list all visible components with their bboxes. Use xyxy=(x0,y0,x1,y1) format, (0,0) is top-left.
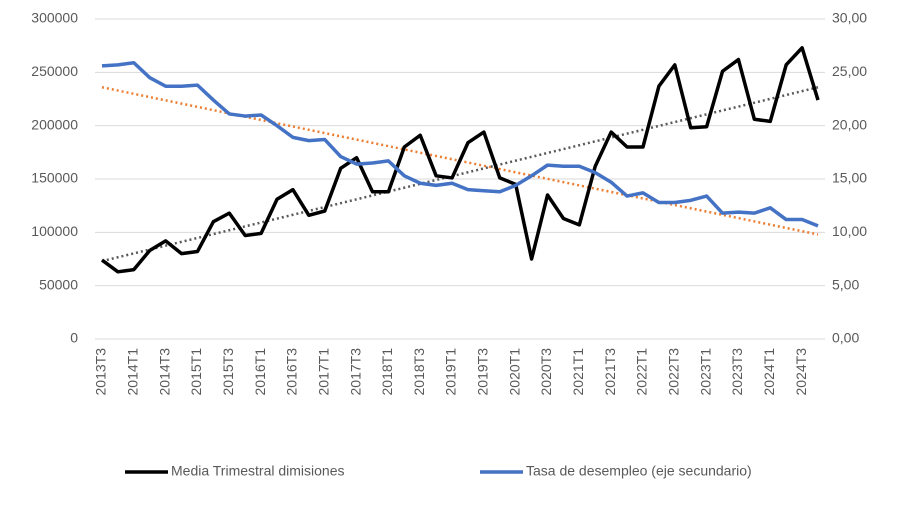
x-tick-label: 2021T3 xyxy=(602,348,618,396)
x-tick-label: 2014T3 xyxy=(156,348,172,396)
y-tick-label: 200000 xyxy=(31,116,78,132)
x-tick-label: 2018T3 xyxy=(411,348,427,396)
series-line xyxy=(100,46,820,274)
y-tick-label: 250000 xyxy=(31,63,78,79)
x-tick-label: 2016T1 xyxy=(252,348,268,396)
y2-tick-label: 25,00 xyxy=(832,63,867,79)
y2-tick-label: 10,00 xyxy=(832,223,867,239)
x-tick-label: 2019T1 xyxy=(443,348,459,396)
x-tick-label: 2022T3 xyxy=(666,348,682,396)
x-tick-label: 2024T1 xyxy=(761,348,777,396)
legend-label: Media Trimestral dimisiones xyxy=(171,463,345,479)
x-tick-label: 2013T3 xyxy=(93,348,109,396)
y-tick-label: 100000 xyxy=(31,223,78,239)
y-tick-label: 0 xyxy=(70,330,78,346)
x-tick-label: 2019T3 xyxy=(475,348,491,396)
y-tick-label: 150000 xyxy=(31,170,78,186)
y2-tick-label: 30,00 xyxy=(832,10,867,26)
x-tick-label: 2020T3 xyxy=(538,348,554,396)
y2-tick-label: 20,00 xyxy=(832,116,867,132)
y2-tick-label: 0,00 xyxy=(832,330,859,346)
y2-tick-label: 5,00 xyxy=(832,276,859,292)
x-tick-label: 2017T1 xyxy=(315,348,331,396)
x-tick-label: 2022T1 xyxy=(634,348,650,396)
x-tick-label: 2016T3 xyxy=(284,348,300,396)
y-tick-label: 300000 xyxy=(31,10,78,26)
x-tick-label: 2020T1 xyxy=(506,348,522,396)
legend-label: Tasa de desempleo (eje secundario) xyxy=(526,463,752,479)
x-tick-label: 2015T3 xyxy=(220,348,236,396)
x-tick-label: 2021T1 xyxy=(570,348,586,396)
x-tick-label: 2017T3 xyxy=(347,348,363,396)
x-tick-label: 2015T1 xyxy=(188,348,204,396)
x-tick-label: 2018T1 xyxy=(379,348,395,396)
series-line xyxy=(101,60,819,228)
x-tick-label: 2023T1 xyxy=(697,348,713,396)
y2-tick-label: 15,00 xyxy=(832,170,867,186)
x-tick-label: 2024T3 xyxy=(793,348,809,396)
x-tick-label: 2023T3 xyxy=(729,348,745,396)
x-tick-label: 2014T1 xyxy=(125,348,141,396)
y-tick-label: 50000 xyxy=(39,276,78,292)
